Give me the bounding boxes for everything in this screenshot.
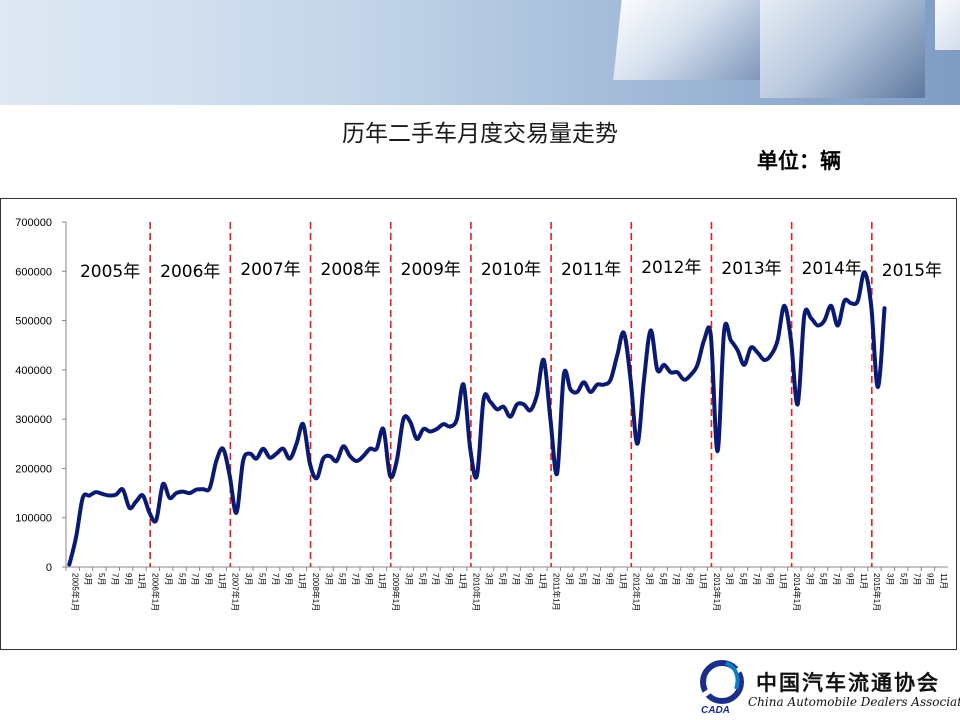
x-tick-label: 5月 xyxy=(819,573,828,585)
banner-glass-cube-3 xyxy=(935,0,960,50)
x-tick-label: 2009年1月 xyxy=(391,573,401,611)
x-tick-label: 2013年1月 xyxy=(712,573,722,611)
x-tick-label: 3月 xyxy=(84,573,93,585)
chart-title: 历年二手车月度交易量走势 xyxy=(342,121,618,147)
x-tick-label: 9月 xyxy=(204,573,213,585)
x-tick-label: 11月 xyxy=(137,573,146,589)
x-tick-label: 5月 xyxy=(418,573,427,585)
x-tick-label: 2005年1月 xyxy=(70,573,80,611)
y-tick-label: 400000 xyxy=(15,365,52,377)
y-tick-label: 300000 xyxy=(15,414,52,426)
x-tick-label: 3月 xyxy=(725,573,734,585)
x-tick-label: 9月 xyxy=(364,573,373,585)
banner-glass-cube-2 xyxy=(760,0,925,98)
x-tick-label: 7月 xyxy=(672,573,681,585)
x-tick-label: 5月 xyxy=(578,573,587,585)
x-tick-label: 5月 xyxy=(658,573,667,585)
x-tick-label: 3月 xyxy=(324,573,333,585)
year-label: 2010年 xyxy=(481,260,541,280)
x-tick-label: 11月 xyxy=(538,573,547,589)
x-tick-label: 2014年1月 xyxy=(792,573,802,611)
x-tick-label: 7月 xyxy=(912,573,921,585)
x-tick-label: 2010年1月 xyxy=(471,573,481,611)
series-line xyxy=(67,270,887,567)
x-tick-label: 11月 xyxy=(939,573,948,589)
x-tick-label: 9月 xyxy=(605,573,614,585)
year-label: 2005年 xyxy=(80,262,140,282)
x-tick-label: 7月 xyxy=(191,573,200,585)
x-tick-label: 11月 xyxy=(217,573,226,589)
x-tick-label: 9月 xyxy=(685,573,694,585)
x-tick-label: 3月 xyxy=(485,573,494,585)
x-tick-label: 11月 xyxy=(458,573,467,589)
x-tick-label: 2012年1月 xyxy=(632,573,642,611)
x-tick-label: 2015年1月 xyxy=(872,573,882,611)
year-label: 2007年 xyxy=(240,260,300,280)
x-tick-label: 3月 xyxy=(565,573,574,585)
x-tick-label: 7月 xyxy=(351,573,360,585)
cada-logo-abbr: CADA xyxy=(701,705,730,715)
x-tick-label: 9月 xyxy=(926,573,935,585)
x-tick-label: 7月 xyxy=(511,573,520,585)
y-tick-label: 200000 xyxy=(15,463,52,475)
x-tick-label: 3月 xyxy=(886,573,895,585)
x-tick-label: 2011年1月 xyxy=(551,573,561,611)
association-name-en: China Automobile Dealers Association xyxy=(748,695,960,709)
x-tick-label: 11月 xyxy=(859,573,868,589)
x-tick-label: 3月 xyxy=(164,573,173,585)
x-tick-label: 11月 xyxy=(698,573,707,589)
x-tick-label: 7月 xyxy=(110,573,119,585)
x-tick-label: 2006年1月 xyxy=(151,573,161,611)
x-tick-label: 11月 xyxy=(378,573,387,589)
y-tick-label: 0 xyxy=(46,562,52,574)
x-tick-label: 7月 xyxy=(271,573,280,585)
x-tick-label: 3月 xyxy=(645,573,654,585)
y-tick-label: 100000 xyxy=(15,513,52,525)
line-chart: 0 100000 200000 300000 400000 500000 600000 700… xyxy=(15,217,948,611)
x-tick-label: 9月 xyxy=(284,573,293,585)
x-tick-label: 5月 xyxy=(338,573,347,585)
year-label: 2014年 xyxy=(802,259,862,279)
header-banner xyxy=(0,0,960,105)
y-tick-label: 500000 xyxy=(15,316,52,328)
x-tick-label: 3月 xyxy=(244,573,253,585)
x-tick-label: 7月 xyxy=(832,573,841,585)
x-tick-label: 5月 xyxy=(97,573,106,585)
year-label: 2009年 xyxy=(401,260,461,280)
chart-frame xyxy=(0,198,957,650)
x-tick-label: 5月 xyxy=(177,573,186,585)
y-tick-label: 600000 xyxy=(15,266,52,278)
year-label: 2013年 xyxy=(721,259,781,279)
x-tick-label: 2008年1月 xyxy=(311,573,321,611)
year-label: 2015年 xyxy=(882,261,942,281)
x-tick-label: 3月 xyxy=(805,573,814,585)
x-tick-label: 5月 xyxy=(899,573,908,585)
x-tick-label: 5月 xyxy=(739,573,748,585)
year-label: 2011年 xyxy=(561,260,621,280)
x-tick-label: 11月 xyxy=(779,573,788,589)
cada-logo: CADA 中国汽车流通协会 China Automobile Dealers A… xyxy=(696,655,960,715)
year-label: 2012年 xyxy=(641,258,701,278)
x-tick-label: 9月 xyxy=(445,573,454,585)
association-name-cn: 中国汽车流通协会 xyxy=(756,670,940,695)
x-tick-label: 5月 xyxy=(257,573,266,585)
x-tick-label: 5月 xyxy=(498,573,507,585)
x-tick-label: 2007年1月 xyxy=(231,573,241,611)
cada-logo-icon: CADA xyxy=(700,660,744,715)
x-tick-label: 7月 xyxy=(752,573,761,585)
x-tick-label: 9月 xyxy=(525,573,534,585)
x-tick-label: 11月 xyxy=(618,573,627,589)
x-tick-label: 9月 xyxy=(765,573,774,585)
unit-label: 单位：辆 xyxy=(757,149,841,173)
x-tick-label: 11月 xyxy=(298,573,307,589)
x-tick-label: 3月 xyxy=(404,573,413,585)
year-label: 2008年 xyxy=(321,260,381,280)
x-tick-label: 9月 xyxy=(845,573,854,585)
x-tick-label: 7月 xyxy=(592,573,601,585)
y-tick-label: 700000 xyxy=(15,217,52,229)
x-tick-label: 9月 xyxy=(124,573,133,585)
x-tick-label: 7月 xyxy=(431,573,440,585)
year-label: 2006年 xyxy=(160,262,220,282)
